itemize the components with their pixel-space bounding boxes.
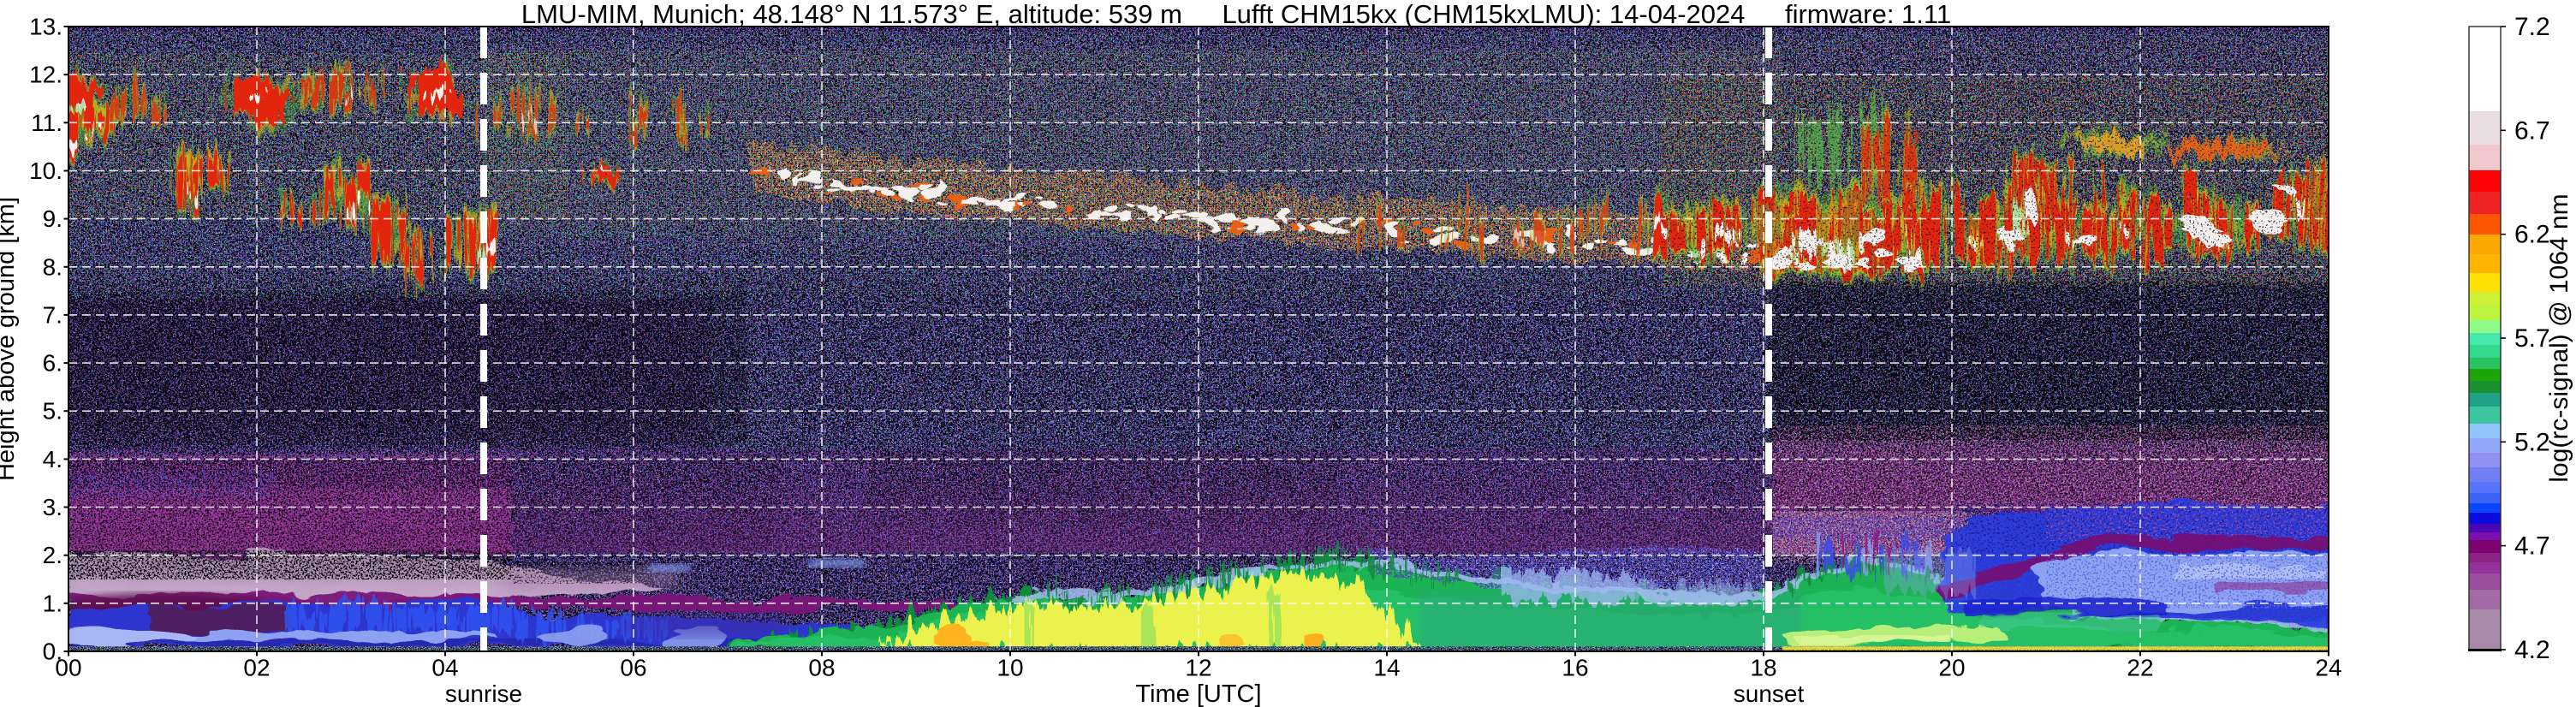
svg-text:3.: 3. — [43, 494, 62, 520]
svg-text:5.: 5. — [43, 398, 62, 425]
svg-text:6.7: 6.7 — [2514, 116, 2550, 145]
svg-text:9.: 9. — [43, 205, 62, 232]
svg-text:22: 22 — [2127, 655, 2153, 681]
svg-text:4.7: 4.7 — [2514, 532, 2550, 561]
svg-text:LMU-MIM, Munich; 48.148° N 11.: LMU-MIM, Munich; 48.148° N 11.573° E, al… — [521, 0, 1951, 29]
svg-text:8.: 8. — [43, 253, 62, 280]
svg-text:4.2: 4.2 — [2514, 636, 2550, 664]
svg-text:11.: 11. — [31, 110, 62, 136]
svg-text:06: 06 — [620, 655, 646, 681]
svg-text:1.: 1. — [43, 590, 62, 616]
svg-text:4.: 4. — [43, 446, 62, 472]
svg-text:sunset: sunset — [1734, 680, 1805, 707]
svg-text:7.2: 7.2 — [2514, 13, 2550, 41]
svg-text:Time [UTC]: Time [UTC] — [1135, 680, 1261, 707]
svg-text:18: 18 — [1750, 655, 1776, 681]
svg-text:7.: 7. — [43, 301, 62, 328]
svg-text:5.2: 5.2 — [2514, 428, 2550, 456]
svg-text:6.: 6. — [43, 350, 62, 377]
svg-text:6.2: 6.2 — [2514, 221, 2550, 249]
svg-text:24: 24 — [2315, 655, 2341, 681]
svg-text:20: 20 — [1938, 655, 1965, 681]
svg-text:10.: 10. — [29, 157, 62, 184]
svg-text:10: 10 — [996, 655, 1023, 681]
svg-text:14: 14 — [1373, 655, 1400, 681]
svg-text:12: 12 — [1185, 655, 1211, 681]
svg-text:sunrise: sunrise — [445, 680, 522, 707]
svg-text:12.: 12. — [29, 62, 62, 88]
svg-text:04: 04 — [431, 655, 458, 681]
svg-text:00: 00 — [55, 655, 81, 681]
svg-text:5.7: 5.7 — [2514, 324, 2550, 353]
svg-text:02: 02 — [243, 655, 270, 681]
svg-text:0.: 0. — [43, 639, 62, 665]
svg-text:2.: 2. — [43, 542, 62, 568]
svg-text:13.: 13. — [29, 14, 62, 40]
svg-text:16: 16 — [1562, 655, 1588, 681]
svg-text:08: 08 — [808, 655, 835, 681]
svg-text:Height above ground [km]: Height above ground [km] — [0, 197, 20, 481]
svg-text:log(rc-signal) @ 1064 nm: log(rc-signal) @ 1064 nm — [2545, 193, 2573, 482]
